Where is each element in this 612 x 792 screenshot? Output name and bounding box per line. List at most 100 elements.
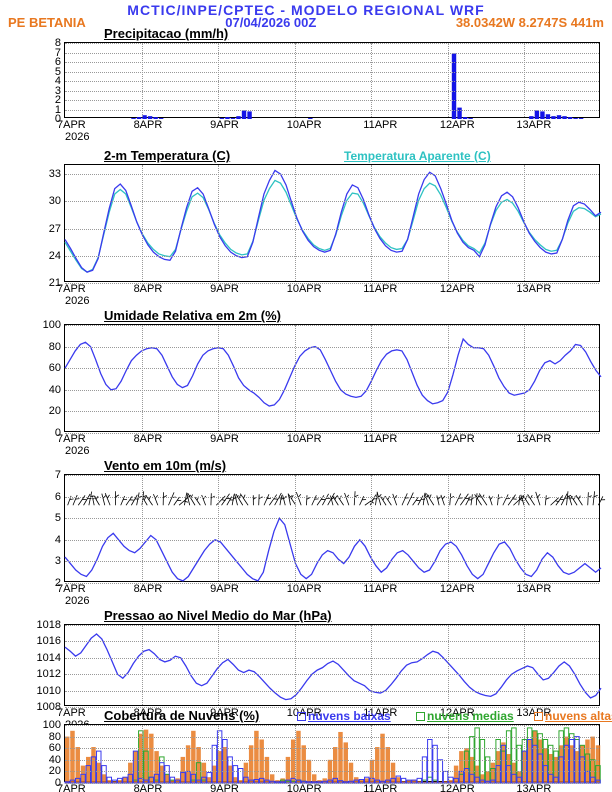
horizontal-gridline bbox=[65, 72, 599, 73]
y-axis-tick: 33 bbox=[49, 168, 61, 180]
horizontal-gridline bbox=[65, 760, 599, 761]
x-axis-tick: 12APR bbox=[440, 583, 475, 595]
y-axis-tick: 3 bbox=[55, 555, 61, 567]
y-axis-tick: 5 bbox=[55, 512, 61, 524]
y-axis-tick: 40 bbox=[49, 384, 61, 396]
vertical-gridline bbox=[142, 725, 143, 781]
horizontal-gridline bbox=[65, 53, 599, 54]
horizontal-gridline bbox=[65, 518, 599, 519]
x-axis-tick: 12APR bbox=[440, 283, 475, 295]
vertical-gridline bbox=[371, 165, 372, 281]
y-axis-tick: 1016 bbox=[37, 635, 61, 647]
horizontal-gridline bbox=[65, 229, 599, 230]
horizontal-gridline bbox=[65, 201, 599, 202]
x-axis-tick: 8APR bbox=[134, 283, 163, 295]
y-axis-tick: 24 bbox=[49, 250, 61, 262]
x-axis-tick: 10APR bbox=[287, 783, 322, 792]
y-axis-tick: 80 bbox=[49, 731, 61, 743]
x-axis-tick: 8APR bbox=[134, 119, 163, 131]
y-axis-tick: 30 bbox=[49, 195, 61, 207]
x-axis-tick: 13APR bbox=[516, 433, 551, 445]
vertical-gridline bbox=[524, 625, 525, 705]
vertical-gridline bbox=[448, 165, 449, 281]
horizontal-gridline bbox=[65, 725, 599, 726]
vertical-gridline bbox=[448, 625, 449, 705]
vertical-gridline bbox=[295, 43, 296, 117]
precip-plot-area[interactable]: 1 2 3 4 5 6 7 8 0 7APR 8APR 9APR 10APR 11APR 12APR 13AP… bbox=[64, 42, 600, 118]
x-axis-tick: 7APR bbox=[57, 433, 86, 445]
y-axis-tick: 40 bbox=[49, 754, 61, 766]
x-axis-tick: 11APR bbox=[363, 283, 397, 295]
vertical-gridline bbox=[295, 725, 296, 781]
vertical-gridline bbox=[448, 725, 449, 781]
precip-panel: Precipitacao (mm/h) 1 2 3 4 5 6 7 8 0 7APR 8APR 9AP… bbox=[44, 28, 600, 120]
y-axis-tick: 60 bbox=[49, 742, 61, 754]
x-axis-tick: 12APR bbox=[440, 119, 475, 131]
x-axis-tick: 7APR bbox=[57, 583, 86, 595]
y-axis-tick: 100 bbox=[43, 319, 61, 331]
y-axis-tick: 27 bbox=[49, 223, 61, 235]
temperature-panel: 2-m Temperatura (C) Temperatura Aparente… bbox=[44, 150, 600, 296]
horizontal-gridline bbox=[65, 110, 599, 111]
x-axis-tick: 8APR bbox=[134, 783, 163, 792]
x-axis-tick: 12APR bbox=[440, 433, 475, 445]
horizontal-gridline bbox=[65, 43, 599, 44]
horizontal-gridline bbox=[65, 174, 599, 175]
x-axis-tick: 10APR bbox=[287, 433, 322, 445]
y-axis-tick: 60 bbox=[49, 362, 61, 374]
horizontal-gridline bbox=[65, 368, 599, 369]
horizontal-gridline bbox=[65, 658, 599, 659]
vertical-gridline bbox=[218, 625, 219, 705]
horizontal-gridline bbox=[65, 771, 599, 772]
horizontal-gridline bbox=[65, 691, 599, 692]
horizontal-gridline bbox=[65, 390, 599, 391]
x-axis-tick: 9APR bbox=[210, 783, 239, 792]
y-axis-tick: 1012 bbox=[37, 668, 61, 680]
horizontal-gridline bbox=[65, 100, 599, 101]
y-axis-tick: 80 bbox=[49, 341, 61, 353]
clouds-plot-area[interactable]: 0 20 40 60 80 100 7APR 8APR 9APR 10APR 11APR 12APR 1… bbox=[64, 724, 600, 782]
humidity-plot-area[interactable]: 0 20 40 60 80 100 7APR 8APR 9APR 10APR 11APR 12APR 1… bbox=[64, 324, 600, 432]
temp-title: 2-m Temperatura (C) bbox=[104, 148, 230, 163]
x-axis-tick: 9APR bbox=[210, 119, 239, 131]
horizontal-gridline bbox=[65, 347, 599, 348]
horizontal-gridline bbox=[65, 641, 599, 642]
vertical-gridline bbox=[142, 625, 143, 705]
vertical-gridline bbox=[371, 625, 372, 705]
x-axis-tick: 11APR bbox=[363, 119, 397, 131]
x-axis-tick: 7APR bbox=[57, 119, 86, 131]
vertical-gridline bbox=[218, 325, 219, 431]
horizontal-gridline bbox=[65, 325, 599, 326]
temp-plot-area[interactable]: 21 24 27 30 33 7APR 8APR 9APR 10APR 11APR 12APR 13A… bbox=[64, 164, 600, 282]
vertical-gridline bbox=[295, 325, 296, 431]
vertical-gridline bbox=[448, 475, 449, 581]
vertical-gridline bbox=[218, 165, 219, 281]
x-axis-tick: 7APR bbox=[57, 783, 86, 792]
wind-plot-area[interactable]: 2 3 4 5 6 7 7APR 8APR 9APR 10APR 11APR 12APR 13APR 20… bbox=[64, 474, 600, 582]
vertical-gridline bbox=[524, 43, 525, 117]
y-axis-tick: 20 bbox=[49, 765, 61, 777]
x-axis-tick: 8APR bbox=[134, 583, 163, 595]
y-axis-tick: 8 bbox=[55, 37, 61, 49]
pressure-plot-area[interactable]: 1008 1010 1012 1014 1016 1018 7APR 8APR 9APR 10AP… bbox=[64, 624, 600, 706]
y-axis-tick: 100 bbox=[43, 719, 61, 731]
wind-title: Vento em 10m (m/s) bbox=[104, 458, 226, 473]
x-axis-year-label: 2026 bbox=[65, 131, 89, 143]
horizontal-gridline bbox=[65, 625, 599, 626]
x-axis-tick: 7APR bbox=[57, 283, 86, 295]
x-axis-tick: 10APR bbox=[287, 583, 322, 595]
x-axis-tick: 10APR bbox=[287, 119, 322, 131]
vertical-gridline bbox=[142, 165, 143, 281]
horizontal-gridline bbox=[65, 91, 599, 92]
horizontal-gridline bbox=[65, 475, 599, 476]
x-axis-tick: 13APR bbox=[516, 283, 551, 295]
vertical-gridline bbox=[371, 43, 372, 117]
vertical-gridline bbox=[142, 325, 143, 431]
vertical-gridline bbox=[524, 725, 525, 781]
wind-panel: Vento em 10m (m/s) 2 3 4 5 6 7 7APR 8APR 9APR 10A… bbox=[44, 460, 600, 595]
vertical-gridline bbox=[218, 725, 219, 781]
vertical-gridline bbox=[142, 43, 143, 117]
clouds-title: Cobertura de Nuvens (%) bbox=[104, 708, 259, 723]
humidity-title: Umidade Relativa em 2m (%) bbox=[104, 308, 281, 323]
vertical-gridline bbox=[448, 325, 449, 431]
